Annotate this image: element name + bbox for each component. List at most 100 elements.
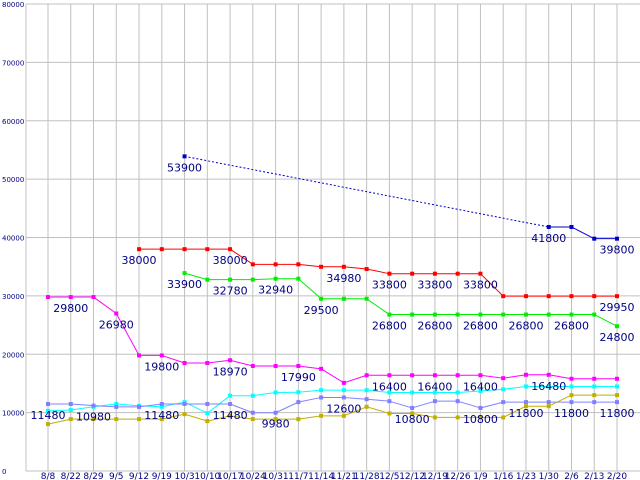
series-periwinkle-point <box>296 400 301 405</box>
series-olive-segment <box>230 415 253 420</box>
series-periwinkle-segment <box>275 401 299 414</box>
series-periwinkle-point <box>250 410 255 415</box>
series-magenta-point <box>250 363 255 368</box>
series-magenta-point <box>228 358 233 363</box>
data-label: 26800 <box>463 320 498 333</box>
x-tick-label: 8/29 <box>83 472 103 480</box>
series-cyan-point <box>319 388 324 393</box>
series-cyan-point <box>296 390 301 395</box>
series-green-point <box>387 312 392 317</box>
series-green-point <box>592 312 597 317</box>
y-tick-label: 20000 <box>2 351 24 359</box>
y-tick-label: 70000 <box>2 59 24 67</box>
x-tick-label: 10/10 <box>194 472 220 480</box>
series-olive-segment <box>184 413 208 422</box>
series-cyan-point <box>341 388 346 393</box>
series-cyan-point <box>432 390 437 395</box>
data-label: 24800 <box>600 331 635 344</box>
series-red-point <box>250 262 255 267</box>
series-red-point <box>410 271 415 276</box>
series-magenta-point <box>546 372 551 377</box>
series-cyan-segment <box>457 390 481 393</box>
series-olive-point <box>364 404 369 409</box>
series-periwinkle-segment <box>138 403 162 408</box>
series-green-point <box>523 312 528 317</box>
series-green-point <box>364 296 369 301</box>
series-magenta-point <box>615 376 619 381</box>
series-blue-point <box>182 154 187 159</box>
series-red-point <box>432 271 437 276</box>
series-cyan-point <box>455 390 460 395</box>
series-magenta-point <box>205 361 210 366</box>
series-olive-point <box>159 417 164 422</box>
data-label: 33800 <box>372 279 407 292</box>
y-tick-label: 40000 <box>2 235 24 243</box>
series-green-point <box>205 277 210 282</box>
data-label: 16480 <box>531 380 566 393</box>
data-label: 16400 <box>417 380 452 393</box>
series-periwinkle-point <box>228 401 233 406</box>
x-tick-label: 11/7 <box>288 472 308 480</box>
series-periwinkle-point <box>273 410 278 415</box>
series-cyan-point <box>46 408 50 413</box>
series-olive-point <box>569 393 574 398</box>
data-label: 39800 <box>600 244 635 257</box>
x-tick-label: 1/23 <box>516 472 536 480</box>
data-label: 29800 <box>53 302 88 315</box>
data-label: 10980 <box>76 411 111 424</box>
data-label: 19800 <box>144 360 179 373</box>
series-red-point <box>159 247 164 252</box>
x-tick-label: 12/5 <box>379 472 399 480</box>
series-green-point <box>228 277 233 282</box>
y-tick-label: 0 <box>2 468 6 476</box>
y-tick-label: 50000 <box>2 176 24 184</box>
x-tick-label: 11/21 <box>331 472 357 480</box>
series-periwinkle-point <box>68 401 73 406</box>
series-periwinkle-point <box>341 395 346 400</box>
series-green-point <box>341 296 346 301</box>
series-red-point <box>501 294 506 299</box>
series-green-point <box>478 312 483 317</box>
series-periwinkle-segment <box>389 400 413 409</box>
x-tick-label: 11/14 <box>308 472 334 480</box>
series-periwinkle-point <box>205 401 210 406</box>
series-cyan-segment <box>47 409 71 412</box>
series-magenta-segment <box>480 374 504 379</box>
series-green-segment <box>366 298 390 315</box>
series-cyan-segment <box>252 391 276 397</box>
series-olive-segment <box>366 406 390 414</box>
series-periwinkle-point <box>592 400 597 405</box>
data-label: 26800 <box>372 320 407 333</box>
series-blue-segment <box>184 155 549 228</box>
series-blue-point <box>569 224 574 229</box>
x-tick-label: 12/26 <box>445 472 471 480</box>
series-cyan-point <box>546 384 551 389</box>
series-periwinkle-segment <box>70 403 94 407</box>
series-periwinkle-point <box>410 405 415 410</box>
series-cyan-point <box>501 387 506 392</box>
data-label: 12600 <box>326 402 361 415</box>
series-magenta-point <box>182 361 187 366</box>
y-tick-label: 30000 <box>2 293 24 301</box>
series-magenta-segment <box>93 296 117 314</box>
series-red-segment <box>480 273 504 297</box>
series-magenta-point <box>68 295 73 300</box>
series-cyan-point <box>205 411 210 416</box>
series-red-point <box>455 271 460 276</box>
series-red-segment <box>298 263 322 268</box>
series-green-segment <box>594 314 618 327</box>
series-magenta-point <box>501 376 506 381</box>
series-green-point <box>501 312 506 317</box>
series-olive-point <box>273 417 278 422</box>
series-red-point <box>387 271 392 276</box>
series-cyan-point <box>250 393 255 398</box>
series-magenta-point <box>319 366 324 371</box>
series-magenta-segment <box>207 359 231 364</box>
series-magenta-segment <box>229 359 253 367</box>
series-periwinkle-point <box>569 400 574 405</box>
series-magenta-point <box>432 373 437 378</box>
data-label: 11800 <box>508 407 543 420</box>
data-label: 11480 <box>144 409 179 422</box>
series-olive-point <box>432 415 437 420</box>
